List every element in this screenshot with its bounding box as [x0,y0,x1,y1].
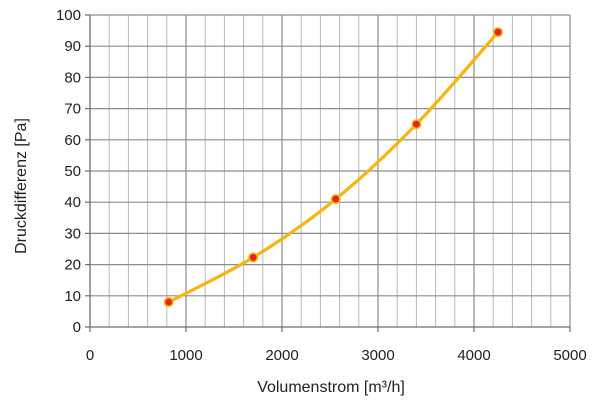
x-tick-label: 3000 [361,347,394,364]
series-line [167,30,500,304]
y-tick-label: 40 [64,194,81,211]
data-point [248,252,259,263]
y-tick-label: 20 [64,257,81,274]
x-tick-labels: 0 1000 2000 3000 4000 5000 [86,347,587,364]
y-axis-title: Druckdifferenz [Pa] [13,118,30,254]
y-tick-label: 100 [56,7,81,24]
series-line-group [167,30,500,304]
x-tick-label: 0 [86,347,94,364]
x-tick-label: 5000 [553,347,586,364]
data-point [163,297,174,308]
y-tick-label: 30 [64,225,81,242]
x-tick-label: 1000 [169,347,202,364]
grid-major [90,14,571,327]
data-point [330,194,341,205]
y-tick-labels: 0 10 20 30 40 50 60 70 80 90 100 [56,7,81,336]
y-tick-label: 10 [64,288,81,305]
x-tick-label: 4000 [457,347,490,364]
x-axis-title: Volumenstrom [m³/h] [257,379,405,396]
y-tick-label: 60 [64,132,81,149]
x-tick-label: 2000 [265,347,298,364]
y-tick-label: 80 [64,69,81,86]
y-tick-label: 0 [73,319,81,336]
data-point [492,27,503,38]
y-tick-label: 50 [64,163,81,180]
y-tick-label: 90 [64,38,81,55]
data-point [411,119,422,130]
y-tick-label: 70 [64,101,81,118]
axes [85,14,571,332]
series-points-group [163,27,503,308]
